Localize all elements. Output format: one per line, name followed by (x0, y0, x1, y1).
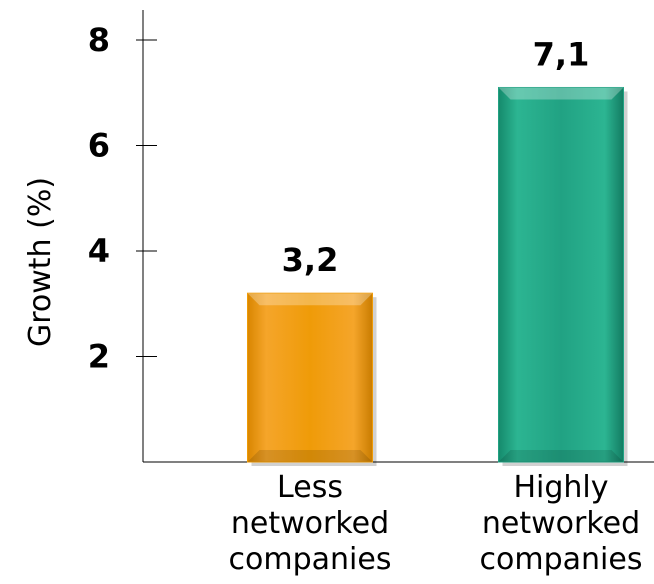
bars (247, 86, 628, 466)
data-label: 3,2 (282, 241, 339, 279)
category-label: Highly networked companies (480, 470, 643, 577)
bar (498, 86, 628, 466)
y-axis: 2 4 6 8 (88, 10, 157, 462)
labels: 3,2 Less networked companies 7,1 Highly networ… (229, 35, 643, 577)
category-label: Less networked companies (229, 470, 392, 577)
bar (247, 292, 377, 466)
data-label: 7,1 (533, 35, 590, 73)
y-tick-label: 2 (88, 338, 110, 376)
y-tick-label: 6 (88, 127, 110, 165)
y-tick-label: 4 (88, 232, 110, 270)
y-tick-label: 8 (88, 21, 110, 59)
y-axis-title: Growth (%) (23, 177, 58, 347)
